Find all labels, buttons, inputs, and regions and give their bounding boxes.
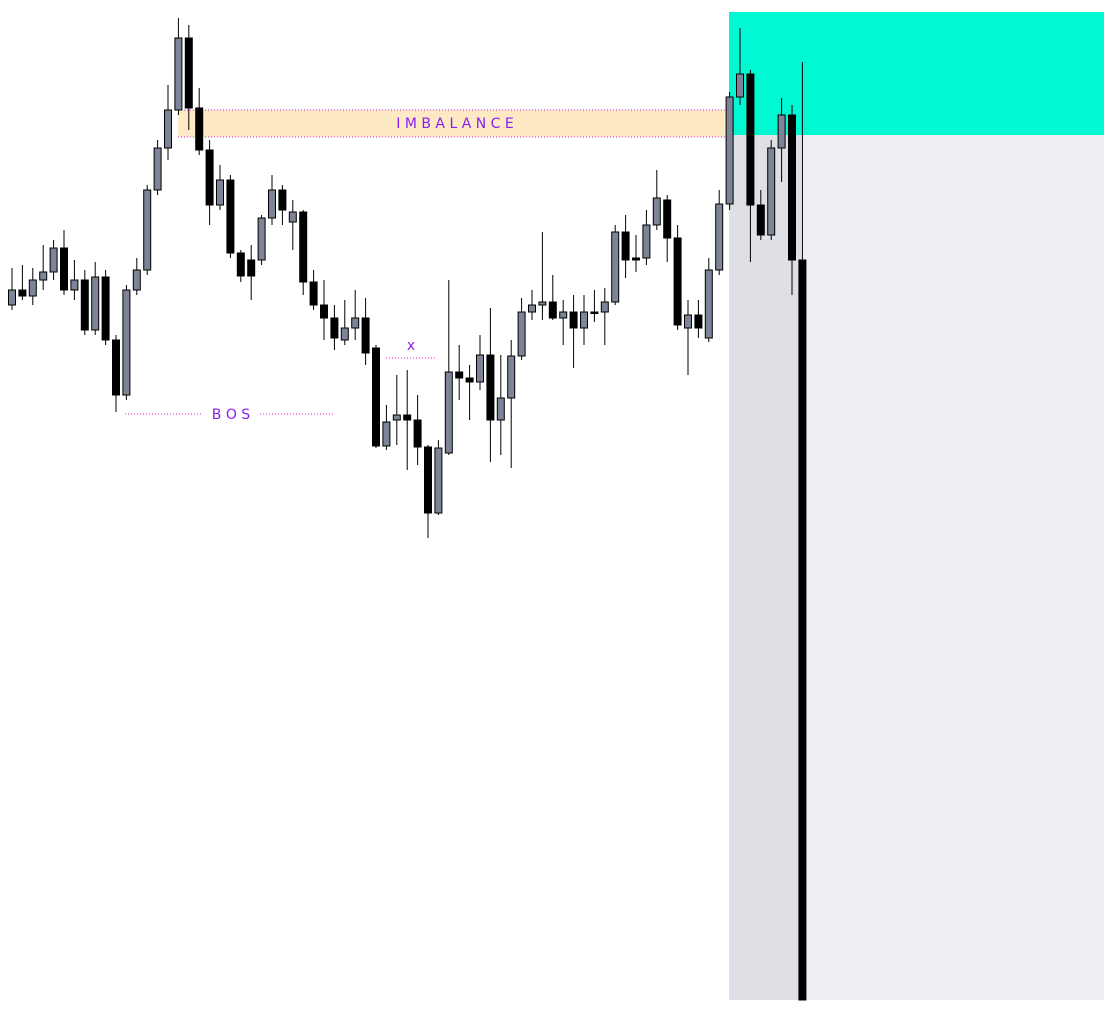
bullish-body	[143, 189, 152, 271]
bos-label: B O S	[212, 407, 251, 423]
bearish-body	[673, 237, 682, 326]
bullish-body	[559, 311, 568, 319]
bullish-body	[725, 96, 734, 205]
bearish-body	[18, 289, 27, 297]
bearish-body	[413, 419, 422, 448]
bullish-body	[49, 247, 58, 273]
bullish-body	[684, 314, 692, 329]
bearish-body	[632, 257, 640, 261]
bullish-body	[122, 289, 131, 396]
bearish-body	[236, 252, 245, 277]
bullish-body	[767, 147, 776, 236]
bearish-body	[60, 247, 68, 291]
bullish-body	[528, 304, 536, 313]
bearish-body	[465, 377, 474, 383]
imbalance-zone	[178, 110, 725, 137]
bullish-body	[777, 114, 786, 149]
bullish-body	[28, 279, 37, 297]
bullish-body	[600, 301, 609, 313]
bullish-body	[434, 447, 443, 514]
bearish-body	[226, 179, 235, 254]
x-label: x	[407, 338, 415, 354]
bullish-body	[736, 73, 744, 98]
bullish-body	[517, 311, 526, 357]
bearish-body	[403, 414, 412, 421]
bullish-body	[507, 355, 516, 399]
bearish-body	[788, 114, 796, 261]
bearish-body	[455, 371, 464, 379]
bearish-body	[112, 339, 120, 396]
bullish-body	[288, 211, 297, 223]
bullish-body	[340, 327, 349, 341]
bullish-body	[257, 217, 266, 261]
bearish-body	[101, 276, 110, 341]
bearish-body	[663, 199, 672, 239]
bullish-body	[70, 279, 79, 291]
bearish-body	[205, 149, 214, 206]
bullish-body	[268, 189, 276, 219]
bearish-body	[320, 304, 328, 319]
bullish-body	[611, 231, 620, 303]
bearish-body	[621, 231, 630, 261]
bearish-body	[424, 446, 432, 514]
bullish-body	[216, 179, 224, 206]
bearish-body	[746, 73, 755, 206]
bullish-body	[538, 301, 547, 306]
bearish-body	[569, 311, 578, 329]
bullish-body	[39, 271, 48, 281]
shade-zone	[729, 135, 801, 1000]
bullish-body	[496, 397, 505, 421]
bullish-body	[91, 276, 100, 331]
bullish-body	[392, 414, 401, 421]
bearish-body	[299, 211, 308, 283]
bullish-body	[174, 37, 183, 111]
bearish-body	[278, 189, 287, 211]
bullish-body	[444, 371, 453, 454]
bearish-body	[590, 311, 599, 314]
bullish-body	[382, 421, 391, 447]
bullish-body	[153, 147, 162, 191]
bearish-body	[798, 259, 807, 1001]
bearish-body	[486, 354, 495, 421]
bearish-body	[330, 317, 339, 339]
bullish-body	[476, 354, 484, 383]
bearish-body	[184, 37, 193, 109]
candles	[8, 18, 807, 1001]
bullish-body	[704, 269, 713, 339]
bearish-body	[309, 281, 318, 306]
bearish-body	[247, 259, 256, 277]
bearish-body	[80, 279, 89, 331]
bullish-body	[351, 317, 360, 329]
bearish-body	[195, 107, 204, 151]
bearish-body	[361, 317, 370, 354]
bearish-body	[548, 301, 557, 319]
bullish-body	[715, 203, 724, 271]
bullish-body	[8, 289, 16, 306]
bullish-body	[652, 197, 661, 226]
bullish-body	[642, 224, 651, 259]
imbalance-label: I M B A L A N C E	[396, 116, 513, 132]
bearish-body	[756, 204, 765, 236]
bearish-body	[694, 314, 703, 329]
bullish-body	[132, 269, 141, 291]
bullish-body	[164, 109, 172, 149]
bullish-body	[580, 311, 588, 329]
bearish-body	[372, 347, 380, 447]
